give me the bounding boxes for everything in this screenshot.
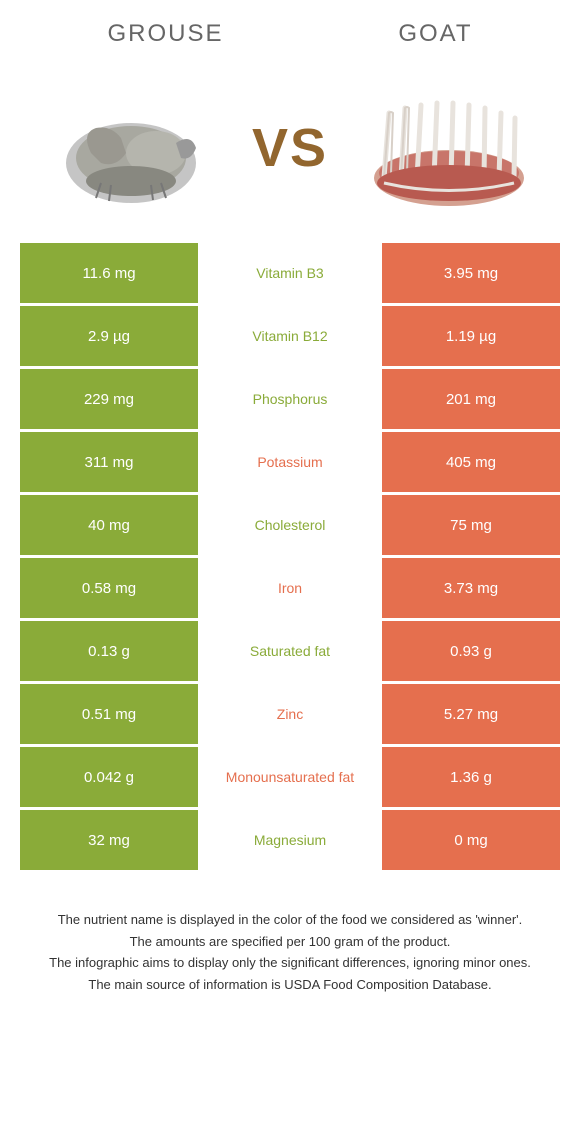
cell-right: 0 mg	[382, 810, 560, 870]
cell-right: 75 mg	[382, 495, 560, 555]
cell-center: Vitamin B3	[201, 243, 379, 303]
footer-line-2: The amounts are specified per 100 gram o…	[30, 932, 550, 952]
cell-right: 3.95 mg	[382, 243, 560, 303]
cell-left: 229 mg	[20, 369, 198, 429]
grouse-image	[31, 73, 231, 223]
cell-right: 3.73 mg	[382, 558, 560, 618]
table-row: 11.6 mgVitamin B33.95 mg	[20, 243, 560, 303]
cell-center: Monounsaturated fat	[201, 747, 379, 807]
cell-center: Cholesterol	[201, 495, 379, 555]
cell-center: Magnesium	[201, 810, 379, 870]
cell-left: 11.6 mg	[20, 243, 198, 303]
table-row: 0.58 mgIron3.73 mg	[20, 558, 560, 618]
footer-line-3: The infographic aims to display only the…	[30, 953, 550, 973]
cell-center: Potassium	[201, 432, 379, 492]
cell-right: 5.27 mg	[382, 684, 560, 744]
cell-center: Saturated fat	[201, 621, 379, 681]
cell-left: 0.042 g	[20, 747, 198, 807]
footer-line-4: The main source of information is USDA F…	[30, 975, 550, 995]
table-row: 311 mgPotassium405 mg	[20, 432, 560, 492]
footer-line-1: The nutrient name is displayed in the co…	[30, 910, 550, 930]
header-left: GROUSE	[107, 20, 223, 48]
header: GROUSE GOAT	[20, 20, 560, 48]
cell-right: 0.93 g	[382, 621, 560, 681]
table-row: 40 mgCholesterol75 mg	[20, 495, 560, 555]
cell-left: 40 mg	[20, 495, 198, 555]
cell-left: 0.13 g	[20, 621, 198, 681]
header-right: GOAT	[398, 20, 472, 48]
cell-left: 311 mg	[20, 432, 198, 492]
table-row: 32 mgMagnesium0 mg	[20, 810, 560, 870]
cell-center: Vitamin B12	[201, 306, 379, 366]
goat-image	[349, 73, 549, 223]
cell-left: 0.58 mg	[20, 558, 198, 618]
table-row: 229 mgPhosphorus201 mg	[20, 369, 560, 429]
cell-right: 405 mg	[382, 432, 560, 492]
table-row: 0.51 mgZinc5.27 mg	[20, 684, 560, 744]
cell-left: 0.51 mg	[20, 684, 198, 744]
cell-left: 2.9 µg	[20, 306, 198, 366]
cell-center: Zinc	[201, 684, 379, 744]
footer-notes: The nutrient name is displayed in the co…	[20, 910, 560, 994]
table-row: 0.042 gMonounsaturated fat1.36 g	[20, 747, 560, 807]
cell-center: Iron	[201, 558, 379, 618]
comparison-table: 11.6 mgVitamin B33.95 mg2.9 µgVitamin B1…	[20, 243, 560, 870]
cell-left: 32 mg	[20, 810, 198, 870]
images-row: VS	[20, 68, 560, 228]
cell-right: 1.36 g	[382, 747, 560, 807]
table-row: 0.13 gSaturated fat0.93 g	[20, 621, 560, 681]
cell-center: Phosphorus	[201, 369, 379, 429]
table-row: 2.9 µgVitamin B121.19 µg	[20, 306, 560, 366]
cell-right: 201 mg	[382, 369, 560, 429]
cell-right: 1.19 µg	[382, 306, 560, 366]
vs-text: VS	[252, 117, 328, 179]
